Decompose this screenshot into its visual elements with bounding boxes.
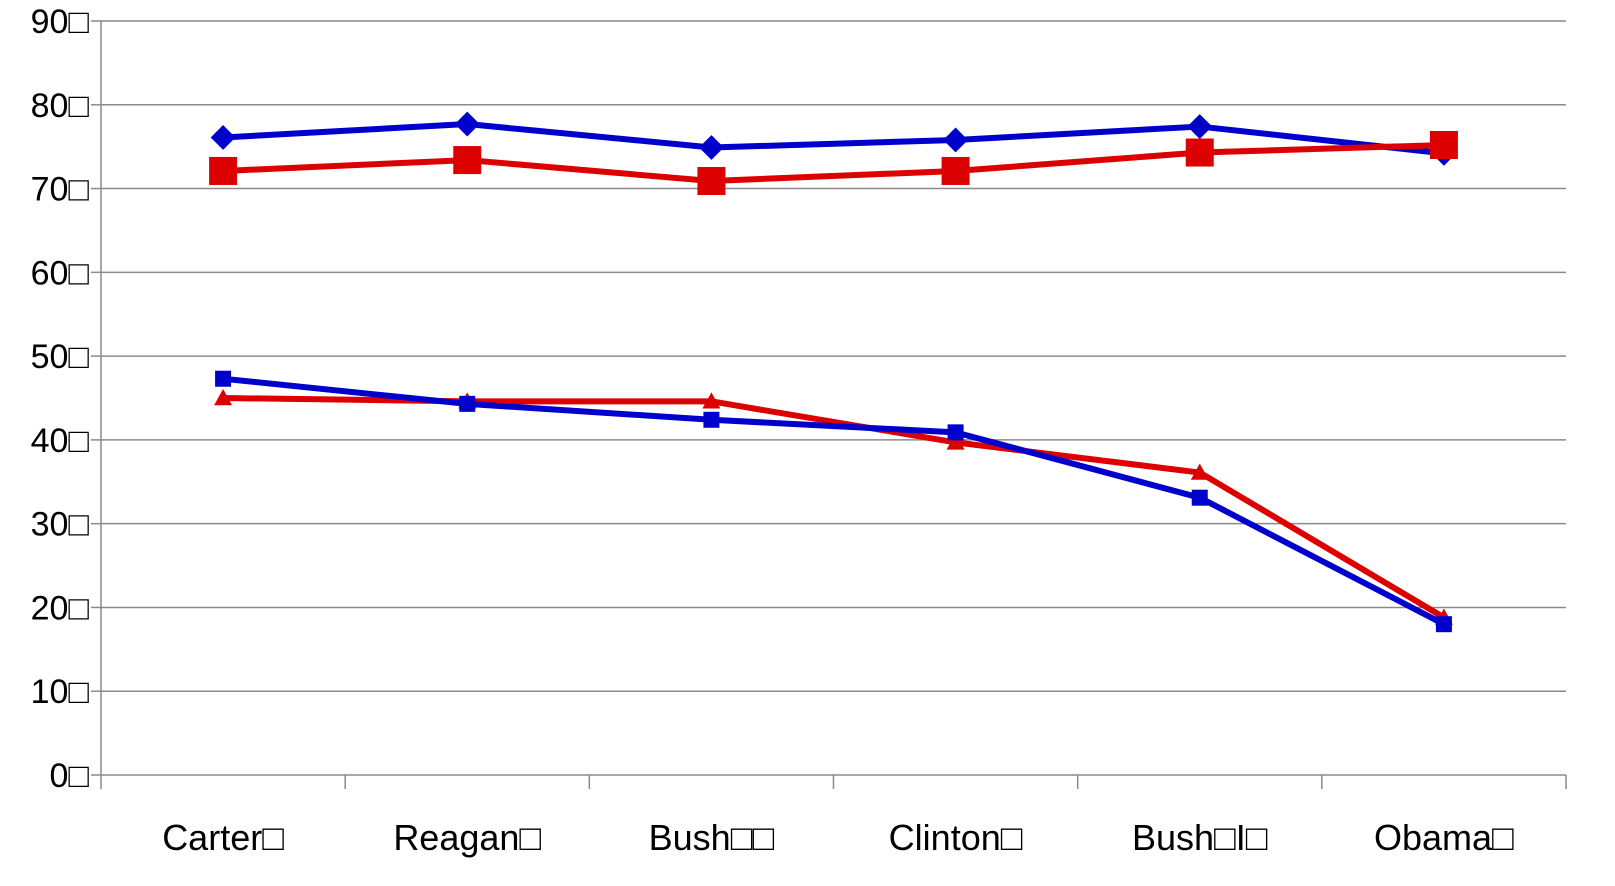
y-tick-label: 60□ <box>31 254 90 292</box>
data-point-triangle <box>946 433 965 450</box>
data-point-triangle <box>1190 463 1209 480</box>
data-point-triangle <box>702 392 721 409</box>
data-point-diamond <box>1187 114 1213 139</box>
data-point-square <box>1435 616 1452 633</box>
series-line <box>220 375 1447 628</box>
data-point-square <box>1429 130 1458 159</box>
series-line <box>220 121 1447 157</box>
x-tick-label: Reagan□ <box>393 817 541 858</box>
y-tick-label: 90□ <box>31 3 90 41</box>
data-point-square <box>1185 138 1214 167</box>
x-tick-label: Obama□ <box>1374 817 1514 858</box>
y-tick-label: 50□ <box>31 338 90 376</box>
data-point-square <box>947 424 964 441</box>
data-point-square <box>941 156 970 185</box>
data-point-square <box>697 167 726 196</box>
y-tick-label: 40□ <box>31 422 90 460</box>
x-tick-label: Carter□ <box>162 817 284 858</box>
data-point-diamond <box>454 111 480 137</box>
data-point-square <box>453 146 482 175</box>
y-tick-label: 70□ <box>31 171 90 209</box>
data-point-square <box>703 411 720 428</box>
series-line <box>220 141 1447 185</box>
data-point-diamond <box>699 135 724 160</box>
x-tick-label: Bush□□ <box>649 817 775 858</box>
x-tick-label: Bush□I□ <box>1132 817 1268 858</box>
data-point-square <box>1191 489 1208 506</box>
y-tick-label: 20□ <box>31 589 90 627</box>
x-tick-label: Clinton□ <box>889 817 1023 858</box>
y-tick-label: 80□ <box>31 87 90 125</box>
data-point-square <box>459 395 476 412</box>
data-point-diamond <box>210 125 236 150</box>
y-tick-label: 0□ <box>50 757 90 795</box>
data-point-triangle <box>214 389 233 406</box>
data-point-diamond <box>943 127 968 153</box>
y-tick-label: 30□ <box>31 506 90 544</box>
y-tick-label: 10□ <box>31 673 90 711</box>
data-point-square <box>209 156 238 185</box>
data-point-square <box>215 370 232 387</box>
series-line <box>220 395 1447 621</box>
